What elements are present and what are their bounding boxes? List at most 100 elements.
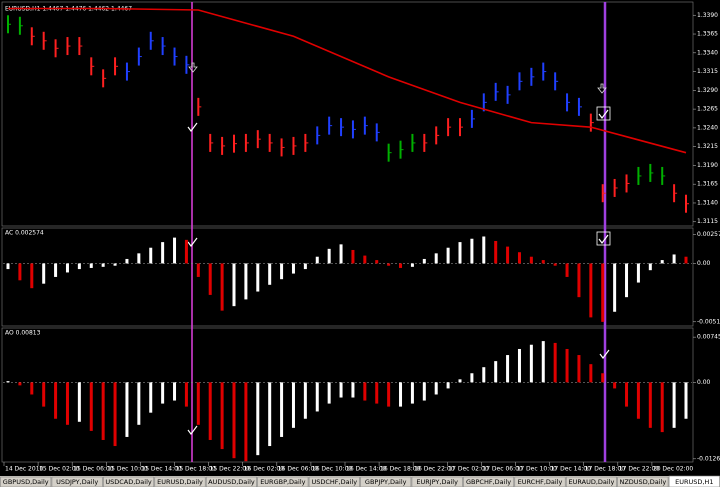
histogram-bar — [137, 253, 141, 264]
histogram-bar — [208, 263, 212, 295]
histogram-bar — [6, 381, 10, 383]
histogram-bar — [173, 237, 177, 264]
histogram-bar — [636, 382, 640, 419]
histogram-bar — [113, 382, 117, 447]
tab-label[interactable]: EURUSD,H1 — [675, 478, 713, 486]
y-tick-label: 1.3165 — [697, 181, 718, 188]
y-tick-label: 1.3340 — [697, 49, 718, 56]
histogram-bar — [137, 382, 141, 425]
tab-label[interactable]: EURCHF,Daily — [518, 478, 563, 486]
tab[interactable] — [411, 476, 463, 487]
histogram-bar — [613, 263, 617, 312]
tab-label[interactable]: EURAUD,Daily — [569, 478, 615, 486]
histogram-bar — [161, 242, 165, 264]
tab-label[interactable]: GBPUSD,Daily — [3, 478, 49, 486]
time-label: 16 Dec 14:00 — [346, 466, 387, 473]
histogram-bar — [399, 263, 403, 268]
histogram-bar — [470, 373, 474, 383]
histogram-bar — [541, 260, 545, 264]
histogram-bar — [65, 382, 69, 425]
histogram-bar — [529, 256, 533, 264]
y-tick-label: -0.00519 — [697, 318, 720, 325]
histogram-bar — [54, 382, 58, 419]
histogram-bar — [494, 361, 498, 383]
check-mark — [598, 109, 609, 119]
histogram-bar — [660, 260, 664, 264]
sell-arrow — [188, 62, 198, 73]
histogram-bar — [553, 263, 557, 266]
tab[interactable] — [360, 476, 412, 487]
histogram-bar — [18, 382, 22, 386]
tab[interactable] — [154, 476, 206, 487]
histogram-bar — [422, 258, 426, 264]
histogram-bar — [30, 263, 34, 289]
histogram-bar — [77, 382, 81, 422]
tab-label[interactable]: EURUSD,Daily — [157, 478, 203, 486]
histogram-bar — [6, 263, 10, 270]
y-tick-label: 1.3115 — [697, 218, 718, 225]
y-tick-label: 1.3190 — [697, 162, 718, 169]
time-label: 17 Dec 06:00 — [482, 466, 523, 473]
histogram-bar — [196, 382, 200, 425]
histogram-bar — [65, 263, 69, 273]
tab[interactable] — [463, 476, 515, 487]
time-label: 17 Dec 02:00 — [448, 466, 489, 473]
tab-label[interactable]: AUDUSD,Daily — [208, 478, 255, 486]
histogram-bar — [577, 263, 581, 298]
y-tick-label: 1.3315 — [697, 68, 718, 75]
tab-label[interactable]: GBPJPY,Daily — [365, 478, 407, 486]
tab-label[interactable]: EURGBP,Daily — [260, 478, 305, 486]
histogram-bar — [517, 348, 521, 383]
histogram-bar — [220, 382, 224, 450]
histogram-bar — [256, 382, 260, 456]
histogram-bar — [280, 263, 284, 280]
y-tick-label: 0.002574 — [697, 231, 720, 238]
tab-label[interactable]: GBPCHF,Daily — [466, 478, 511, 486]
tab[interactable] — [308, 476, 360, 487]
histogram-bar — [208, 382, 212, 440]
histogram-bar — [18, 263, 22, 281]
tab[interactable] — [514, 476, 566, 487]
histogram-bar — [101, 263, 105, 267]
histogram-bar — [232, 382, 236, 459]
tab-label[interactable]: NZDUSD,Daily — [619, 478, 666, 486]
tab[interactable] — [0, 476, 52, 487]
histogram-bar — [589, 364, 593, 383]
time-label: 20 Dec 02:00 — [653, 466, 694, 473]
ac-label: AC 0.002574 — [5, 230, 44, 237]
histogram-bar — [351, 249, 355, 264]
histogram-bar — [470, 238, 474, 264]
time-label: 16 Dec 02:00 — [244, 466, 285, 473]
tab[interactable] — [565, 476, 617, 487]
tab-label[interactable]: USDCAD,Daily — [105, 478, 152, 486]
tab-label[interactable]: EURJPY,Daily — [416, 478, 458, 486]
check-box — [596, 231, 611, 246]
histogram-bar — [434, 253, 438, 264]
time-label: 17 Dec 18:00 — [585, 466, 626, 473]
tab-label[interactable]: USDCHF,Daily — [311, 478, 357, 486]
check-mark — [187, 425, 198, 435]
histogram-bar — [375, 260, 379, 264]
histogram-bar — [244, 382, 248, 462]
tab[interactable] — [205, 476, 257, 487]
tab-label[interactable]: USDJPY,Daily — [56, 478, 98, 486]
histogram-bar — [363, 255, 367, 264]
tab[interactable] — [617, 476, 669, 487]
histogram-bar — [149, 382, 153, 413]
histogram-bar — [149, 247, 153, 264]
histogram-bar — [291, 263, 295, 274]
histogram-bar — [315, 382, 319, 412]
check-mark — [187, 122, 198, 132]
time-label: 16 Dec 22:00 — [414, 466, 455, 473]
histogram-bar — [422, 382, 426, 401]
tab[interactable] — [257, 476, 309, 487]
sell-arrow — [597, 83, 607, 94]
time-label: 17 Dec 22:00 — [619, 466, 660, 473]
tab[interactable] — [51, 476, 103, 487]
time-label: 17 Dec 10:00 — [517, 466, 558, 473]
histogram-bar — [410, 382, 414, 404]
time-label: 15 Dec 02:00 — [39, 466, 80, 473]
tab[interactable] — [103, 476, 155, 487]
histogram-bar — [529, 344, 533, 383]
